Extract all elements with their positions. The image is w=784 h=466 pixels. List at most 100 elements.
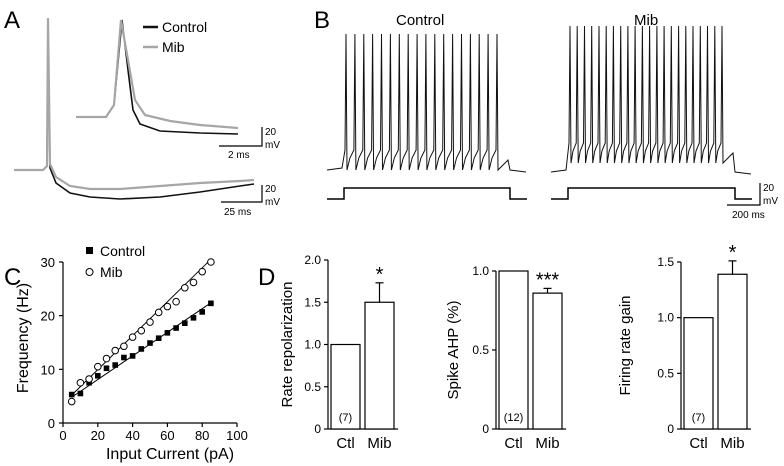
c-point-mib xyxy=(198,267,206,276)
chart-d1-significance: * xyxy=(376,264,384,286)
c-point-mib xyxy=(163,302,172,311)
c-xtick-label-1: 20 xyxy=(91,428,105,443)
panel-label-d: D xyxy=(258,264,275,291)
chart-d3-n-label: (7) xyxy=(692,412,705,424)
panel-a: Control Mib 20 mV 2 ms 20 mV 25 ms xyxy=(14,17,280,218)
trace-a-inset-mib xyxy=(76,19,239,130)
panel-b: Control Mib 20 mV 200 ms xyxy=(326,12,778,221)
chart-d1-ytick-label-4: 2.0 xyxy=(304,253,321,267)
chart-d1-bar-ctl xyxy=(330,343,361,430)
c-point-control xyxy=(121,354,127,361)
chart-d1-ytick-label-0: 0 xyxy=(314,422,321,436)
panel-b-title-mib: Mib xyxy=(634,12,658,29)
chart-d1-bar-mib xyxy=(364,301,395,430)
chart-d2-significance: *** xyxy=(536,269,560,291)
chart-d3: 0 0.5 1.0 1.5 Firing rate gain Ctl (7) Mib * xyxy=(617,242,751,452)
spike-train-control xyxy=(326,33,527,173)
chart-c: Frequency (Hz) Input Current (pA) Contro… xyxy=(15,243,248,463)
c-point-mib xyxy=(85,375,93,383)
panel-label-b: B xyxy=(314,7,330,34)
c-point-control xyxy=(147,340,153,346)
panel-b-title-control: Control xyxy=(396,12,444,29)
c-point-mib xyxy=(181,283,189,292)
scale-bar-a-main xyxy=(221,185,263,203)
c-point-mib xyxy=(154,308,163,317)
c-ytick-label-0: 0 xyxy=(48,416,55,431)
chart-d1: 0 0.5 1.0 1.5 2.0 Rate repolarization Ctl (7) Mi… xyxy=(279,253,398,452)
c-legend-marker-mib xyxy=(85,268,94,276)
scale-bar-a-inset xyxy=(219,127,263,147)
c-point-mib xyxy=(67,397,76,406)
c-point-mib xyxy=(137,326,146,335)
chart-d1-ytick-label-1: 0.5 xyxy=(304,380,321,394)
chart-d3-ytick-label-3: 1.5 xyxy=(657,255,674,269)
c-point-control xyxy=(199,309,205,315)
chart-d3-ytick-label-1: 0.5 xyxy=(657,366,674,380)
c-point-mib xyxy=(172,297,180,306)
chart-d3-bar-mib xyxy=(717,273,748,430)
chart-d3-significance: * xyxy=(729,242,737,264)
chart-d2-bar-ctl xyxy=(498,270,529,430)
chart-d1-n-label: (7) xyxy=(339,412,352,424)
c-point-control xyxy=(129,353,136,359)
chart-d2: 0 0.5 1.0 Spike AHP (%) Ctl (12) Mib *** xyxy=(445,264,566,452)
c-point-mib xyxy=(128,333,137,341)
scale-bar-b xyxy=(727,183,761,206)
chart-d2-bar-mib xyxy=(532,292,563,430)
c-point-control xyxy=(164,330,171,336)
c-point-mib xyxy=(189,278,198,287)
c-point-control xyxy=(182,320,188,326)
c-point-mib xyxy=(120,342,128,351)
c-ytick-label-3: 30 xyxy=(41,255,55,270)
panel-label-c: C xyxy=(4,264,21,291)
chart-d2-n-label: (12) xyxy=(504,412,524,424)
chart-d3-ytick-label-2: 1.0 xyxy=(657,311,674,325)
c-xtick-label-3: 60 xyxy=(160,428,174,443)
scale-a-main-v: 20 xyxy=(265,184,277,195)
current-step-control xyxy=(327,187,527,200)
scale-a-inset-v: 20 xyxy=(265,127,277,138)
c-legend-mib: Mib xyxy=(100,264,123,280)
c-point-control xyxy=(173,325,179,331)
chart-d2-ylabel: Spike AHP (%) xyxy=(445,301,462,400)
chart-d3-category-mib: Mib xyxy=(720,435,744,452)
c-legend-marker-control xyxy=(86,247,93,254)
chart-d1-ytick-label-2: 1.0 xyxy=(304,338,321,352)
chart-d3-category-ctl: Ctl xyxy=(689,435,707,452)
chart-d2-category-ctl: Ctl xyxy=(504,435,522,452)
scale-a-main-vunit: mV xyxy=(265,197,280,208)
c-point-control xyxy=(138,346,145,352)
c-point-control xyxy=(155,335,162,342)
chart-d3-bar-ctl xyxy=(683,317,714,430)
c-point-mib xyxy=(94,362,102,371)
chart-d3-ytick-label-0: 0 xyxy=(667,422,674,436)
chart-d2-ytick-label-1: 0.5 xyxy=(472,343,489,357)
chart-d1-ylabel: Rate repolarization xyxy=(279,282,296,408)
scale-a-inset-vunit: mV xyxy=(265,140,280,151)
chart-d3-ylabel: Firing rate gain xyxy=(617,295,634,395)
trace-a-main-mib xyxy=(14,17,255,191)
scale-b-vunit: mV xyxy=(763,196,778,207)
c-point-mib xyxy=(102,354,111,363)
c-point-control xyxy=(77,390,84,397)
chart-d2-ytick-label-0: 0 xyxy=(482,422,489,436)
scale-a-inset-t: 2 ms xyxy=(228,150,250,161)
c-ytick-label-2: 20 xyxy=(41,309,55,324)
c-point-mib xyxy=(76,378,85,387)
chart-d1-ytick-label-3: 1.5 xyxy=(304,295,321,309)
c-point-control xyxy=(208,300,214,307)
chart-d2-ytick-label-2: 1.0 xyxy=(472,264,489,278)
chart-d1-category-ctl: Ctl xyxy=(336,435,354,452)
c-ylabel: Frequency (Hz) xyxy=(15,283,32,393)
c-point-control xyxy=(103,365,110,372)
c-point-mib xyxy=(207,258,215,266)
chart-d1-category-mib: Mib xyxy=(367,435,391,452)
c-ytick-label-1: 10 xyxy=(41,362,55,377)
c-xlabel: Input Current (pA) xyxy=(106,446,234,463)
scale-a-main-t: 25 ms xyxy=(224,207,251,218)
c-point-mib xyxy=(146,318,154,326)
chart-d2-category-mib: Mib xyxy=(535,435,559,452)
c-legend-control: Control xyxy=(100,243,145,259)
legend-text-mib: Mib xyxy=(162,39,185,55)
